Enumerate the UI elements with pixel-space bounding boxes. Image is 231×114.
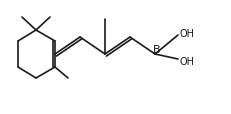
- Text: OH: OH: [179, 57, 194, 66]
- Text: OH: OH: [179, 29, 194, 39]
- Text: B: B: [152, 45, 160, 54]
